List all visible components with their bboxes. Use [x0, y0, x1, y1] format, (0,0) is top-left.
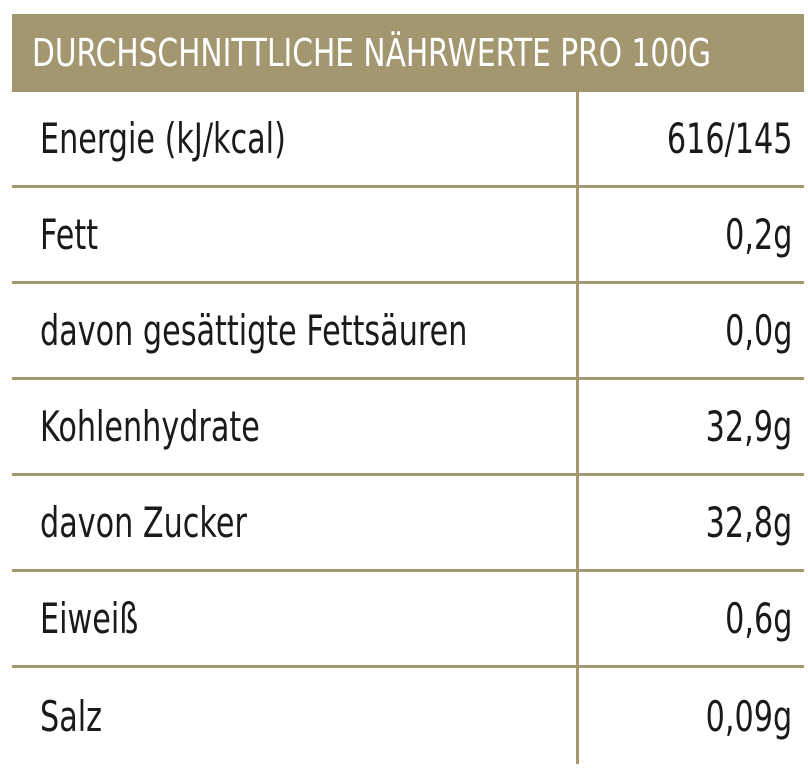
row-label: Salz [40, 691, 103, 741]
row-value: 32,8g [705, 498, 792, 547]
row-value-cell: 0,6g [579, 572, 804, 665]
row-value-cell: 616/145 [579, 92, 804, 185]
table-row-energy: Energie (kJ/kcal) 616/145 [12, 92, 804, 188]
table-row-sugar: davon Zucker 32,8g [12, 476, 804, 572]
row-value: 0,09g [705, 691, 792, 741]
row-label: Kohlenhydrate [40, 402, 260, 451]
row-value: 32,9g [705, 402, 792, 451]
row-label-cell: davon gesättigte Fettsäuren [12, 284, 579, 377]
row-label: Fett [40, 210, 99, 259]
row-value-cell: 0,2g [579, 188, 804, 281]
row-value-cell: 32,8g [579, 476, 804, 569]
row-label-cell: Eiweiß [12, 572, 579, 665]
row-label: davon gesättigte Fettsäuren [40, 306, 468, 355]
row-value: 0,2g [724, 210, 792, 259]
row-value-cell: 0,0g [579, 284, 804, 377]
table-body: Energie (kJ/kcal) 616/145 Fett 0,2g davo… [12, 92, 804, 764]
table-header: DURCHSCHNITTLICHE NÄHRWERTE PRO 100G [12, 14, 804, 92]
row-label-cell: Fett [12, 188, 579, 281]
table-row-carbohydrates: Kohlenhydrate 32,9g [12, 380, 804, 476]
table-row-fat: Fett 0,2g [12, 188, 804, 284]
row-value: 0,6g [724, 594, 792, 643]
row-label-cell: davon Zucker [12, 476, 579, 569]
row-label-cell: Energie (kJ/kcal) [12, 92, 579, 185]
nutrition-table: DURCHSCHNITTLICHE NÄHRWERTE PRO 100G Ene… [12, 14, 804, 764]
table-row-protein: Eiweiß 0,6g [12, 572, 804, 668]
table-row-salt: Salz 0,09g [12, 668, 804, 764]
row-label-cell: Salz [12, 668, 579, 764]
table-row-saturated-fat: davon gesättigte Fettsäuren 0,0g [12, 284, 804, 380]
row-label: Energie (kJ/kcal) [40, 114, 286, 163]
row-value: 616/145 [666, 114, 792, 163]
row-value: 0,0g [724, 306, 792, 355]
row-label: Eiweiß [40, 594, 139, 643]
row-label: davon Zucker [40, 498, 247, 547]
row-value-cell: 32,9g [579, 380, 804, 473]
row-value-cell: 0,09g [579, 668, 804, 764]
row-label-cell: Kohlenhydrate [12, 380, 579, 473]
table-title: DURCHSCHNITTLICHE NÄHRWERTE PRO 100G [32, 31, 712, 75]
